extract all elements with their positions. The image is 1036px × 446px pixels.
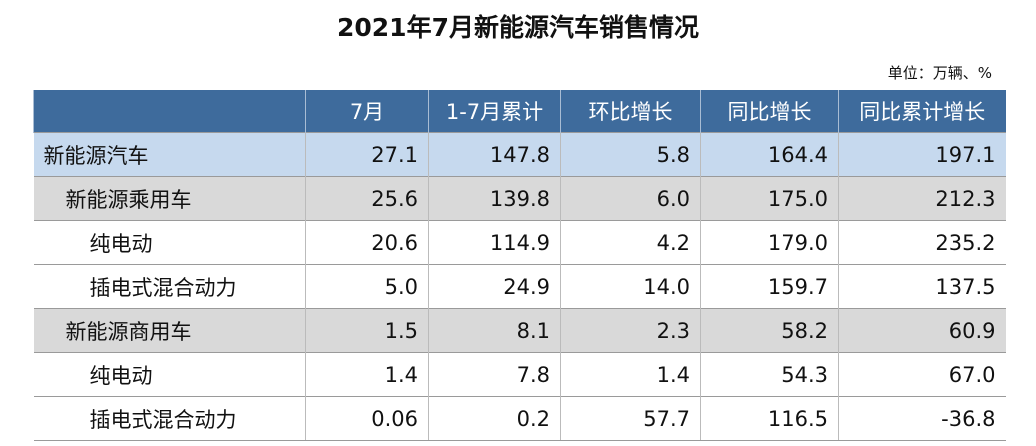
cell: 197.1 xyxy=(838,132,1006,177)
cell: 58.2 xyxy=(700,308,839,353)
table-row: 新能源汽车 27.1 147.8 5.8 164.4 197.1 xyxy=(33,132,1006,177)
cell: 5.0 xyxy=(305,264,429,309)
unit-note: 单位：万辆、% xyxy=(887,64,992,82)
row-label: 新能源商用车 xyxy=(33,308,306,353)
table-row: 插电式混合动力 5.0 24.9 14.0 159.7 137.5 xyxy=(33,264,1006,309)
cell: -36.8 xyxy=(838,396,1006,441)
column-header: 1-7月累计 xyxy=(428,90,561,133)
cell: 139.8 xyxy=(428,176,561,221)
cell: 54.3 xyxy=(700,352,839,397)
row-label: 新能源汽车 xyxy=(33,132,306,177)
cell: 147.8 xyxy=(428,132,561,177)
cell: 24.9 xyxy=(428,264,561,309)
column-header: 7月 xyxy=(305,90,429,133)
column-header xyxy=(33,90,306,133)
cell: 179.0 xyxy=(700,220,839,265)
row-label: 插电式混合动力 xyxy=(33,264,306,309)
column-header: 环比增长 xyxy=(560,90,701,133)
cell: 14.0 xyxy=(560,264,701,309)
row-label: 纯电动 xyxy=(33,352,306,397)
cell: 8.1 xyxy=(428,308,561,353)
cell: 159.7 xyxy=(700,264,839,309)
table-row: 纯电动 20.6 114.9 4.2 179.0 235.2 xyxy=(33,220,1006,265)
column-header: 同比增长 xyxy=(700,90,839,133)
cell: 57.7 xyxy=(560,396,701,441)
table-row: 新能源商用车 1.5 8.1 2.3 58.2 60.9 xyxy=(33,308,1006,353)
title: 2021年7月新能源汽车销售情况 xyxy=(337,13,699,42)
cell: 6.0 xyxy=(560,176,701,221)
sales-table: 7月 1-7月累计 环比增长 同比增长 同比累计增长 新能源汽车 27.1 147.8 5.8… xyxy=(33,90,1006,441)
cell: 164.4 xyxy=(700,132,839,177)
header-row: 7月 1-7月累计 环比增长 同比增长 同比累计增长 xyxy=(33,90,1006,133)
cell: 212.3 xyxy=(838,176,1006,221)
cell: 2.3 xyxy=(560,308,701,353)
cell: 175.0 xyxy=(700,176,839,221)
cell: 137.5 xyxy=(838,264,1006,309)
table-row: 新能源乘用车 25.6 139.8 6.0 175.0 212.3 xyxy=(33,176,1006,221)
cell: 1.4 xyxy=(560,352,701,397)
cell: 235.2 xyxy=(838,220,1006,265)
cell: 5.8 xyxy=(560,132,701,177)
cell: 114.9 xyxy=(428,220,561,265)
cell: 27.1 xyxy=(305,132,429,177)
cell: 67.0 xyxy=(838,352,1006,397)
table-row: 插电式混合动力 0.06 0.2 57.7 116.5 -36.8 xyxy=(33,396,1006,441)
row-label: 新能源乘用车 xyxy=(33,176,306,221)
row-label: 插电式混合动力 xyxy=(33,396,306,441)
cell: 1.5 xyxy=(305,308,429,353)
cell: 7.8 xyxy=(428,352,561,397)
cell: 0.2 xyxy=(428,396,561,441)
cell: 0.06 xyxy=(305,396,429,441)
cell: 60.9 xyxy=(838,308,1006,353)
cell: 4.2 xyxy=(560,220,701,265)
cell: 20.6 xyxy=(305,220,429,265)
cell: 25.6 xyxy=(305,176,429,221)
column-header: 同比累计增长 xyxy=(838,90,1006,133)
cell: 116.5 xyxy=(700,396,839,441)
cell: 1.4 xyxy=(305,352,429,397)
row-label: 纯电动 xyxy=(33,220,306,265)
table-row: 纯电动 1.4 7.8 1.4 54.3 67.0 xyxy=(33,352,1006,397)
